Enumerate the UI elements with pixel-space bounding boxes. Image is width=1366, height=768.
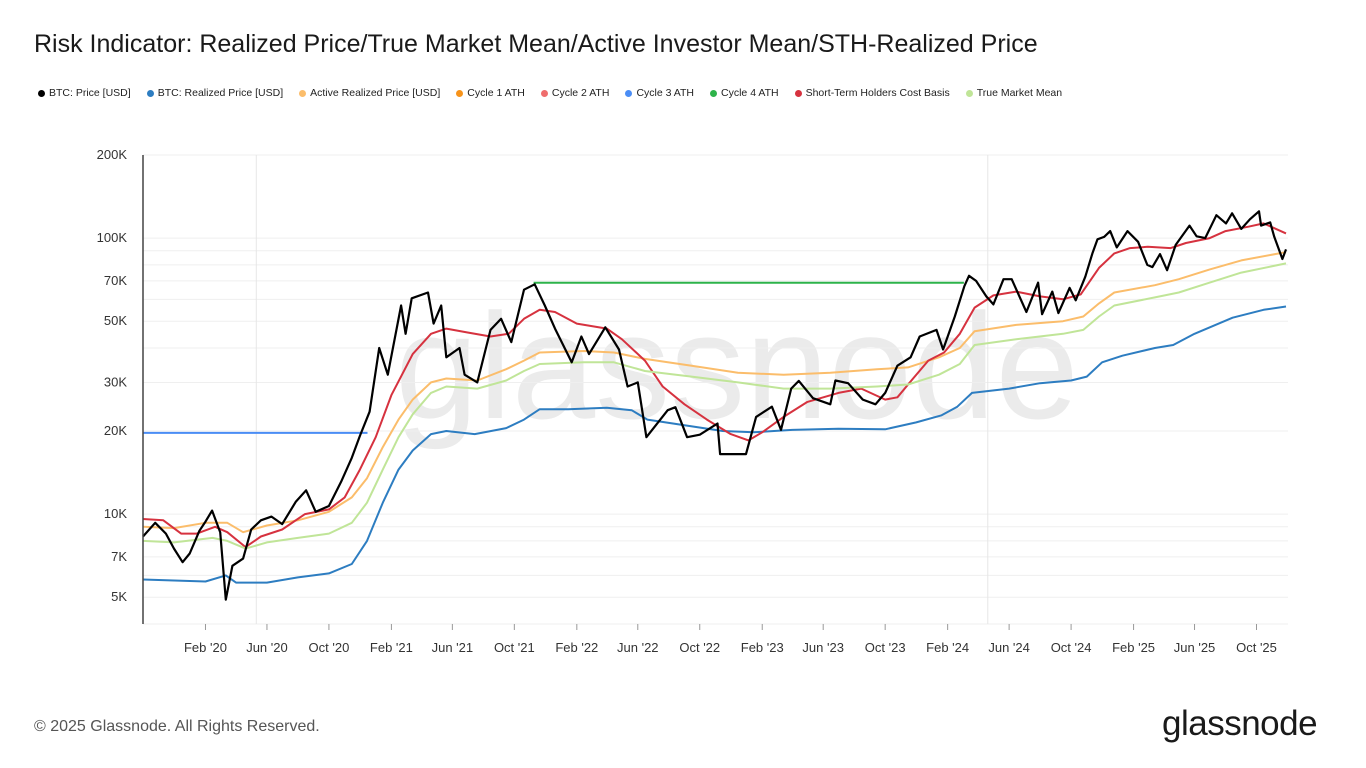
legend-item[interactable]: BTC: Realized Price [USD] <box>146 87 284 99</box>
legend-item[interactable]: Cycle 1 ATH <box>456 87 525 99</box>
legend-dot-icon <box>794 89 802 97</box>
x-tick-label: Feb '20 <box>184 640 227 655</box>
legend-item[interactable]: True Market Mean <box>965 87 1063 99</box>
legend-item[interactable]: Cycle 3 ATH <box>625 87 694 99</box>
x-tick-label: Jun '22 <box>617 640 659 655</box>
y-tick-label: 100K <box>97 230 128 245</box>
y-tick-label: 10K <box>104 506 127 521</box>
x-tick-label: Oct '24 <box>1051 640 1092 655</box>
series-line-btc-price-usd <box>142 210 1288 601</box>
legend-label: Cycle 1 ATH <box>467 87 525 99</box>
x-tick-label: Feb '25 <box>1112 640 1155 655</box>
legend-label: BTC: Realized Price [USD] <box>157 87 284 99</box>
legend-item[interactable]: Active Realized Price [USD] <box>299 87 440 99</box>
y-tick-label: 20K <box>104 423 127 438</box>
watermark: glassnode <box>395 282 1079 450</box>
legend-dot-icon <box>456 89 464 97</box>
x-tick-label: Oct '20 <box>309 640 350 655</box>
legend-dot-icon <box>38 89 45 97</box>
y-tick-label: 70K <box>104 273 127 288</box>
chart-title: Risk Indicator: Realized Price/True Mark… <box>34 30 1038 58</box>
x-tick-label: Oct '21 <box>494 640 535 655</box>
x-tick-label: Jun '20 <box>246 640 288 655</box>
legend-dot-icon <box>710 89 718 97</box>
legend-dot-icon <box>625 89 633 97</box>
grid <box>143 154 1288 625</box>
glassnode-logo[interactable]: glassnode <box>1162 704 1318 743</box>
y-tick-label: 5K <box>111 589 127 604</box>
x-tick-label: Feb '23 <box>741 640 784 655</box>
x-tick-label: Oct '23 <box>865 640 906 655</box>
series-line-btc-realized-price-usd <box>142 305 1287 584</box>
x-tick-label: Oct '25 <box>1236 640 1277 655</box>
legend-label: True Market Mean <box>976 87 1063 99</box>
legend: BTC: Price [USD] BTC: Realized Price [USD… <box>38 87 1078 99</box>
x-tick-label: Feb '22 <box>555 640 598 655</box>
series-line-short-term-holders-cost-basis <box>142 222 1287 549</box>
x-tick-label: Oct '22 <box>679 640 720 655</box>
legend-label: Cycle 2 ATH <box>551 87 610 99</box>
x-tick-label: Jun '25 <box>1174 640 1216 655</box>
x-tick-label: Jun '21 <box>432 640 474 655</box>
series-line-true-market-mean <box>142 262 1287 550</box>
legend-item[interactable]: Cycle 2 ATH <box>540 87 610 99</box>
legend-dot-icon <box>965 89 973 97</box>
y-tick-label: 7K <box>111 549 127 564</box>
legend-label: Cycle 3 ATH <box>636 87 695 99</box>
x-tick-label: Feb '21 <box>370 640 413 655</box>
legend-dot-icon <box>540 89 548 97</box>
y-tick-label: 30K <box>104 374 127 389</box>
legend-item[interactable]: Short-Term Holders Cost Basis <box>794 87 950 99</box>
x-tick-label: Feb '24 <box>926 640 969 655</box>
legend-dot-icon <box>299 89 307 97</box>
copyright: © 2025 Glassnode. All Rights Reserved. <box>34 718 320 735</box>
legend-dot-icon <box>146 89 154 97</box>
legend-item[interactable]: Cycle 4 ATH <box>710 87 779 99</box>
x-tick-label: Jun '24 <box>988 640 1030 655</box>
x-tick-label: Jun '23 <box>802 640 844 655</box>
legend-label: BTC: Price [USD] <box>49 87 131 99</box>
y-tick-label: 200K <box>97 147 128 162</box>
legend-label: Cycle 4 ATH <box>721 87 779 99</box>
axes: 5K 7K 10K 20K 30K 50K 70K 100K 200K Feb '20 Jun '2… <box>97 147 1277 655</box>
series-line-active-realized-price-usd <box>142 251 1287 534</box>
legend-item[interactable]: BTC: Price [USD] <box>38 87 131 99</box>
y-tick-label: 50K <box>104 313 127 328</box>
series-layer <box>142 210 1288 601</box>
legend-label: Short-Term Holders Cost Basis <box>805 87 950 99</box>
legend-label: Active Realized Price [USD] <box>310 87 441 99</box>
